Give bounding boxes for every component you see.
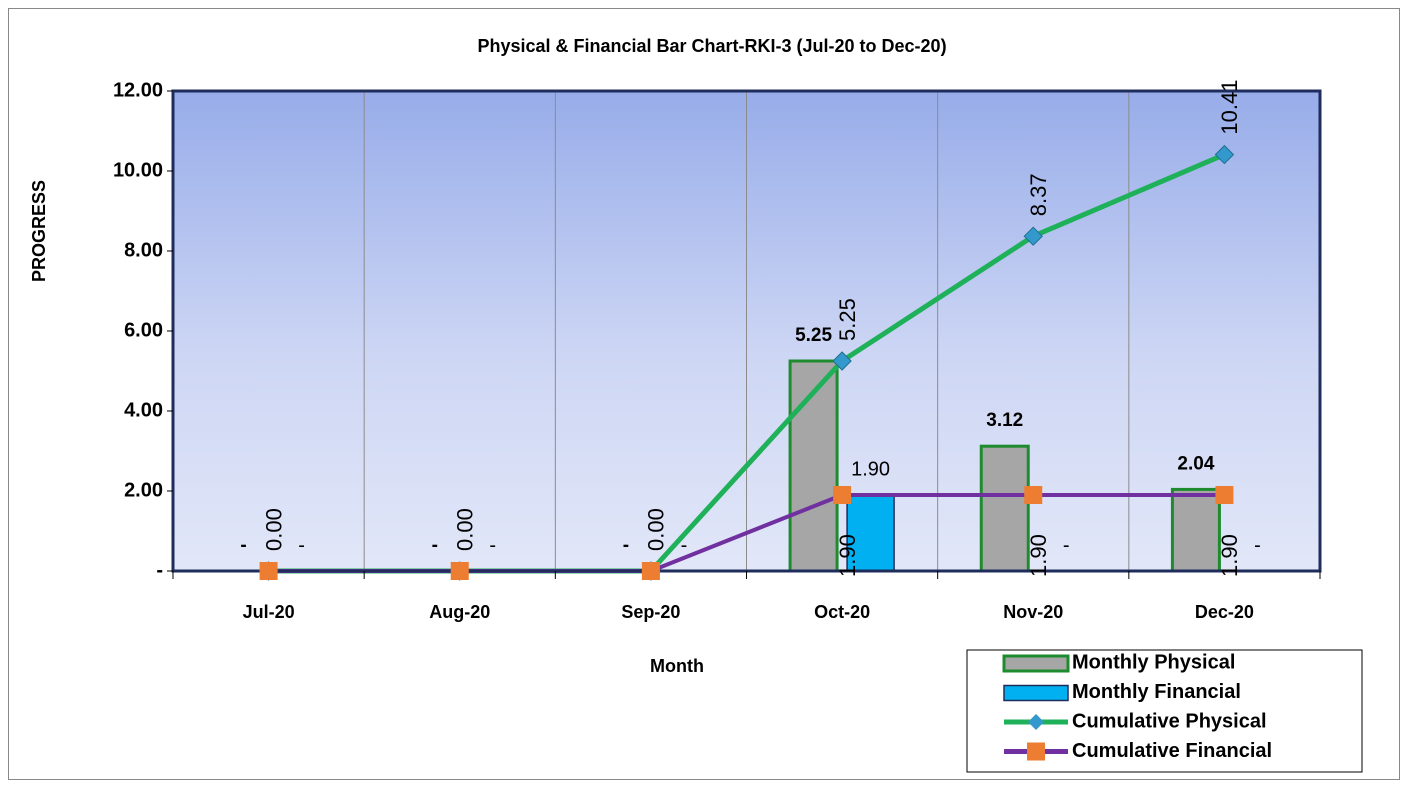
- legend-swatch: [1002, 654, 1070, 673]
- marker: [833, 486, 852, 504]
- data-label: 5.25: [795, 325, 832, 346]
- marker: [1024, 486, 1043, 504]
- data-label: -: [240, 535, 246, 556]
- x-axis-label: Month: [650, 656, 704, 676]
- x-tick-label: Jul-20: [243, 602, 295, 622]
- y-tick-label: 12.00: [113, 79, 163, 101]
- data-label: 10.41: [1217, 80, 1242, 135]
- legend-marker: [1028, 714, 1044, 730]
- data-label: 3.12: [986, 410, 1023, 431]
- data-label: -: [432, 535, 438, 556]
- legend-label: Monthly Financial: [1072, 681, 1241, 703]
- data-label: 0.00: [453, 508, 478, 551]
- data-label: -: [623, 535, 629, 556]
- y-tick-label: 8.00: [124, 239, 163, 261]
- y-tick-label: 10.00: [113, 159, 163, 181]
- legend-label: Cumulative Physical: [1072, 710, 1267, 732]
- data-label: 0.00: [261, 508, 286, 551]
- y-tick-label: 6.00: [124, 319, 163, 341]
- legend-swatch: [1003, 684, 1069, 702]
- data-label: 2.04: [1177, 453, 1214, 474]
- marker: [1214, 144, 1235, 165]
- marker: [832, 351, 852, 371]
- x-tick-label: Sep-20: [621, 602, 680, 622]
- data-label: -: [681, 534, 688, 556]
- data-label: 0.00: [644, 508, 669, 551]
- legend-marker: [1027, 742, 1045, 761]
- data-label: 1.90: [1217, 534, 1242, 577]
- y-tick-label: 2.00: [124, 479, 163, 501]
- data-label: -: [1063, 534, 1070, 556]
- bar: [979, 444, 1030, 573]
- data-label: 5.25: [835, 298, 860, 341]
- chart-title: Physical & Financial Bar Chart-RKI-3 (Ju…: [477, 36, 946, 56]
- data-label: 1.90: [835, 534, 860, 577]
- marker: [450, 562, 469, 580]
- y-axis-label: PROGRESS: [29, 180, 49, 282]
- x-tick-label: Nov-20: [1003, 602, 1063, 622]
- y-tick-label: 4.00: [124, 399, 163, 421]
- legend-label: Cumulative Financial: [1072, 740, 1272, 762]
- marker: [1023, 226, 1043, 246]
- marker: [641, 562, 660, 580]
- data-label: -: [489, 534, 496, 556]
- bar: [1170, 487, 1221, 573]
- data-label: 1.90: [1026, 534, 1051, 577]
- x-tick-label: Aug-20: [429, 602, 490, 622]
- data-label: 8.37: [1026, 173, 1051, 216]
- data-label: 1.90: [851, 458, 890, 480]
- data-label: -: [1254, 534, 1261, 556]
- legend-label: Monthly Physical: [1072, 651, 1235, 673]
- x-tick-label: Oct-20: [814, 602, 870, 622]
- marker: [1215, 486, 1234, 504]
- marker: [259, 562, 278, 580]
- y-tick-label: -: [156, 559, 163, 581]
- x-tick-label: Dec-20: [1195, 602, 1254, 622]
- data-label: -: [298, 534, 305, 556]
- bar: [846, 494, 895, 572]
